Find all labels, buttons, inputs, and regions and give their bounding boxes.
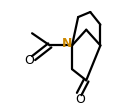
Text: O: O <box>24 54 34 67</box>
Text: O: O <box>75 93 85 106</box>
Text: N: N <box>62 37 73 50</box>
